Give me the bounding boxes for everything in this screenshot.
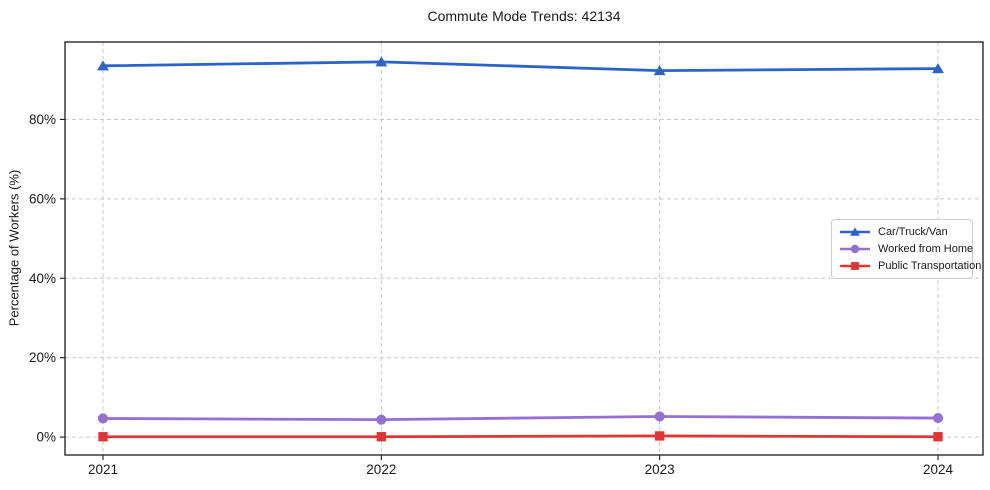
y-tick-label: 60% <box>29 191 56 206</box>
x-tick-label: 2022 <box>366 462 396 477</box>
legend-item-worked-from-home: Worked from Home <box>840 242 973 256</box>
line-circle-marker-icon <box>840 243 870 255</box>
triangle-marker <box>932 63 944 74</box>
triangle-marker <box>375 56 388 67</box>
circle-marker <box>97 413 109 424</box>
circle-marker <box>376 414 387 425</box>
legend: Car/Truck/Van Worked from Home Public Tr… <box>831 219 981 279</box>
triangle-marker <box>850 227 860 236</box>
line-triangle-marker-icon <box>840 226 870 238</box>
series-car-truck-van <box>97 56 944 76</box>
series-worked-from-home <box>97 411 944 425</box>
square-marker <box>376 432 387 442</box>
y-tick-label: 0% <box>36 430 56 445</box>
square-marker <box>654 431 665 441</box>
legend-swatch-svg <box>840 244 870 254</box>
y-tick-label: 20% <box>29 350 56 365</box>
x-tick-label: 2024 <box>923 462 954 477</box>
x-tick-label: 2021 <box>88 462 118 477</box>
legend-label-public-transportation: Public Transportation <box>878 260 982 272</box>
triangle-marker <box>653 65 666 76</box>
series-line <box>101 60 940 72</box>
square-marker <box>98 432 108 442</box>
legend-swatch-svg <box>840 227 870 236</box>
series-line <box>101 434 940 439</box>
line-square-marker-icon <box>840 260 870 272</box>
series-public-transportation <box>98 431 943 442</box>
x-tick-label: 2023 <box>645 462 675 477</box>
legend-label-worked-from-home: Worked from Home <box>878 243 974 255</box>
circle-marker <box>654 411 665 422</box>
series-line <box>101 415 940 422</box>
square-marker <box>851 262 859 270</box>
legend-label-car-truck-van: Car/Truck/Van <box>878 226 948 238</box>
square-marker <box>933 432 943 442</box>
circle-marker <box>850 244 860 254</box>
axes-frame <box>64 41 984 456</box>
y-tick-label: 80% <box>29 112 56 127</box>
legend-item-car-truck-van: Car/Truck/Van <box>840 225 964 239</box>
chart-title: Commute Mode Trends: 42134 <box>427 8 621 24</box>
y-tick-label: 40% <box>29 271 56 286</box>
circle-marker <box>932 413 944 424</box>
legend-swatch-svg <box>840 262 870 270</box>
triangle-marker <box>97 60 109 71</box>
legend-item-public-transportation: Public Transportation <box>840 259 981 273</box>
